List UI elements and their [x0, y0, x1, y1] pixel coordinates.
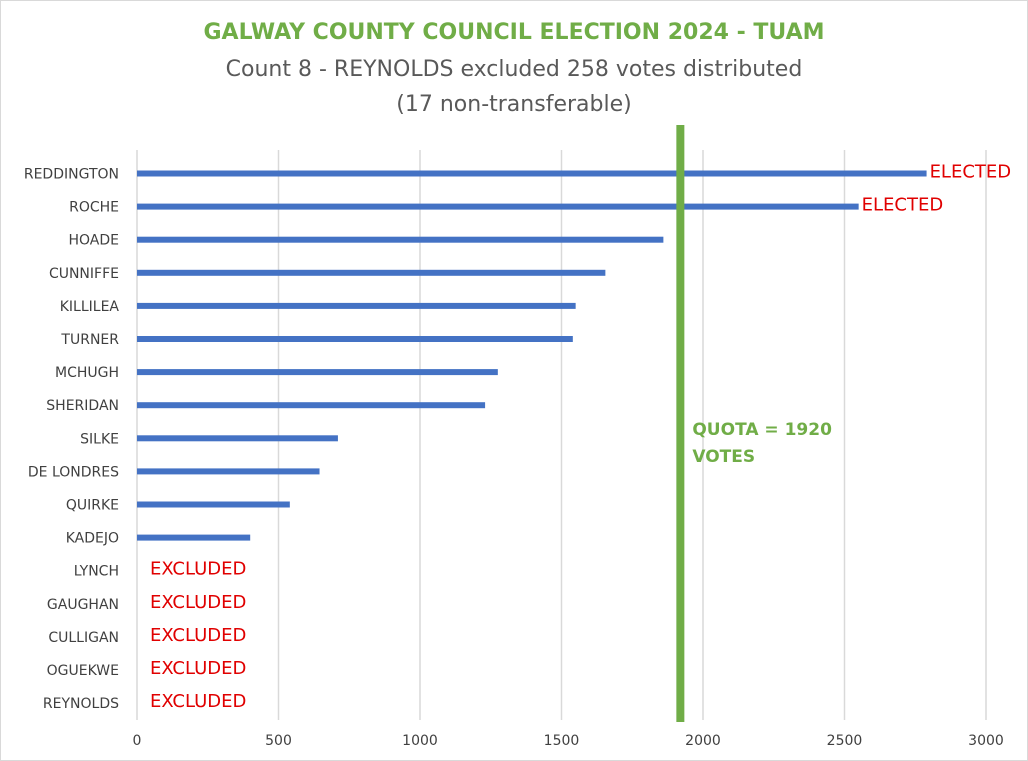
- status-labels: ELECTED ELECTED EXCLUDED EXCLUDED EXCLUDED EX…: [150, 162, 1011, 713]
- category-label: REYNOLDS: [43, 696, 119, 712]
- status-label: EXCLUDED: [150, 658, 246, 679]
- category-label: KILLILEA: [60, 299, 120, 315]
- category-label: SHERIDAN: [46, 398, 119, 414]
- category-label: ROCHE: [69, 200, 119, 216]
- category-label: HOADE: [68, 233, 119, 249]
- bars: [137, 170, 927, 541]
- chart-title: GALWAY COUNTY COUNCIL ELECTION 2024 - TU…: [203, 20, 825, 45]
- bar-silke: [137, 435, 338, 442]
- x-tick-label: 0: [133, 733, 142, 749]
- bar-roche: [137, 203, 859, 210]
- bar-turner: [137, 336, 573, 342]
- category-label: TURNER: [60, 332, 119, 348]
- bar-hoade: [137, 236, 664, 243]
- x-tick-label: 1000: [402, 733, 438, 749]
- bar-mchugh: [137, 369, 498, 376]
- gridlines: [136, 150, 987, 720]
- category-label: OGUEKWE: [47, 663, 119, 679]
- category-label: SILKE: [80, 431, 119, 447]
- bar-reddington: [137, 170, 927, 177]
- x-tick-label: 500: [265, 733, 292, 749]
- bar-quirke: [137, 501, 290, 508]
- status-label: ELECTED: [930, 162, 1012, 183]
- category-labels: REDDINGTON ROCHE HOADE CUNNIFFE KILLILEA TURN…: [24, 167, 120, 713]
- bar-killilea: [137, 302, 576, 309]
- bar-sheridan: [137, 402, 486, 409]
- bar-cunniffe: [137, 269, 606, 276]
- quota-label-line: QUOTA = 1920: [692, 420, 832, 440]
- x-tick-label: 3000: [968, 733, 1004, 749]
- bar-kadejo: [137, 534, 251, 541]
- x-tick-label: 1500: [544, 733, 580, 749]
- status-label: ELECTED: [862, 195, 944, 216]
- category-label: CUNNIFFE: [49, 266, 119, 282]
- bar-de-londres: [137, 468, 320, 475]
- category-label: QUIRKE: [66, 498, 119, 514]
- category-label: LYNCH: [74, 564, 119, 580]
- chart-subtitle-line-1: Count 8 - REYNOLDS excluded 258 votes di…: [225, 57, 803, 82]
- status-label: EXCLUDED: [150, 559, 246, 580]
- x-tick-label: 2500: [827, 733, 863, 749]
- category-label: GAUGHAN: [47, 597, 119, 613]
- chart-subtitle-line-2: (17 non-transferable): [396, 92, 632, 117]
- category-label: MCHUGH: [55, 365, 119, 381]
- x-tick-label: 2000: [685, 733, 721, 749]
- quota-layer: QUOTA = 1920 VOTES: [676, 125, 832, 722]
- status-label: EXCLUDED: [150, 592, 246, 613]
- status-label: EXCLUDED: [150, 625, 246, 646]
- status-label: EXCLUDED: [150, 691, 246, 712]
- category-label: REDDINGTON: [24, 167, 119, 183]
- category-label: DE LONDRES: [28, 464, 119, 480]
- category-label: CULLIGAN: [48, 630, 119, 646]
- x-tick-labels: 0 500 1000 1500 2000 2500 3000: [133, 733, 1004, 749]
- quota-label-line: VOTES: [692, 447, 755, 467]
- category-label: KADEJO: [66, 531, 119, 547]
